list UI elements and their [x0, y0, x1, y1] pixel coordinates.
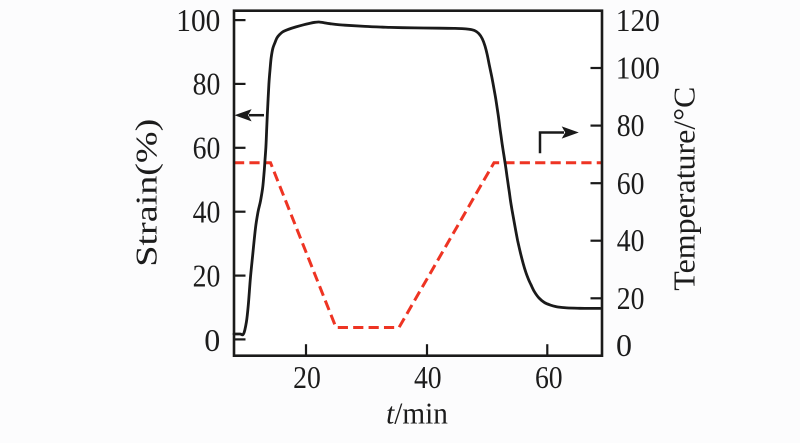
svg-text:Temperature/°C: Temperature/°C	[667, 87, 702, 291]
svg-text:100: 100	[616, 50, 660, 86]
svg-text:80: 80	[193, 66, 221, 102]
svg-text:40: 40	[193, 193, 221, 229]
svg-text:60: 60	[617, 165, 645, 201]
svg-text:100: 100	[176, 2, 220, 38]
svg-text:0: 0	[204, 322, 220, 358]
svg-text:80: 80	[617, 107, 645, 143]
svg-text:20: 20	[617, 280, 645, 316]
svg-text:Strain(%): Strain(%)	[128, 119, 163, 267]
svg-text:0: 0	[616, 327, 632, 363]
svg-text:20: 20	[193, 257, 221, 293]
svg-text:60: 60	[193, 130, 221, 166]
svg-text:40: 40	[617, 222, 645, 258]
svg-text:120: 120	[616, 2, 660, 38]
svg-text:60: 60	[535, 359, 563, 395]
svg-text:40: 40	[414, 359, 442, 395]
svg-text:20: 20	[293, 359, 321, 395]
svg-text:t/min: t/min	[386, 396, 448, 431]
